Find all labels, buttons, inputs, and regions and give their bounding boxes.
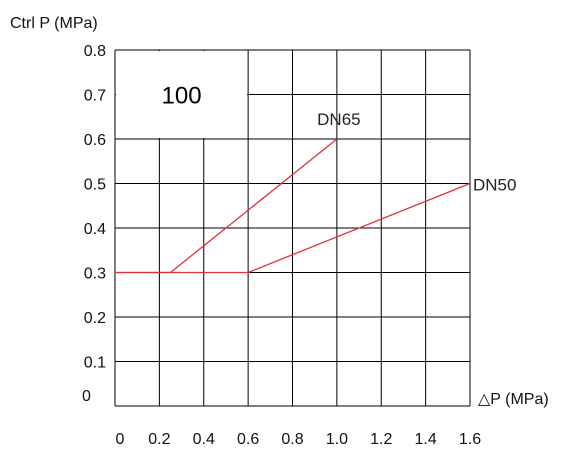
region-label: 100 bbox=[162, 83, 202, 110]
y-tick-labels: 0 0.1 0.2 0.3 0.4 0.5 0.6 0.7 0.8 bbox=[82, 43, 106, 405]
y-tick-label: 0.5 bbox=[84, 177, 106, 194]
y-tick-label: 0.6 bbox=[84, 132, 106, 149]
x-tick-label: 1.0 bbox=[326, 431, 348, 448]
x-tick-label: 0.4 bbox=[193, 431, 215, 448]
y-tick-label: 0.4 bbox=[84, 221, 106, 238]
series-group: DN65 DN50 bbox=[115, 110, 516, 274]
x-tick-label: 1.4 bbox=[415, 431, 437, 448]
x-tick-label: 0.6 bbox=[237, 431, 259, 448]
grid bbox=[114, 49, 471, 407]
x-tick-label: 1.6 bbox=[459, 431, 481, 448]
y-tick-label: 0.1 bbox=[84, 355, 106, 372]
x-axis-title: △P (MPa) bbox=[478, 391, 549, 408]
series-label-dn50: DN50 bbox=[473, 176, 516, 195]
x-tick-label: 0 bbox=[116, 431, 125, 448]
y-tick-label: 0.2 bbox=[84, 310, 106, 327]
y-tick-label: 0 bbox=[82, 388, 91, 405]
region-label-box bbox=[116, 51, 248, 138]
x-tick-labels: 0 0.2 0.4 0.6 0.8 1.0 1.2 1.4 1.6 bbox=[116, 431, 482, 448]
y-axis-title: Ctrl P (MPa) bbox=[10, 15, 98, 32]
x-tick-label: 1.2 bbox=[370, 431, 392, 448]
y-tick-label: 0.8 bbox=[84, 43, 106, 60]
x-tick-label: 0.8 bbox=[281, 431, 303, 448]
y-tick-label: 0.3 bbox=[84, 266, 106, 283]
x-tick-label: 0.2 bbox=[148, 431, 170, 448]
y-tick-label: 0.7 bbox=[84, 88, 106, 105]
series-line-dn65 bbox=[115, 138, 338, 274]
series-line-dn50 bbox=[115, 182, 471, 274]
series-label-dn65: DN65 bbox=[317, 110, 360, 129]
